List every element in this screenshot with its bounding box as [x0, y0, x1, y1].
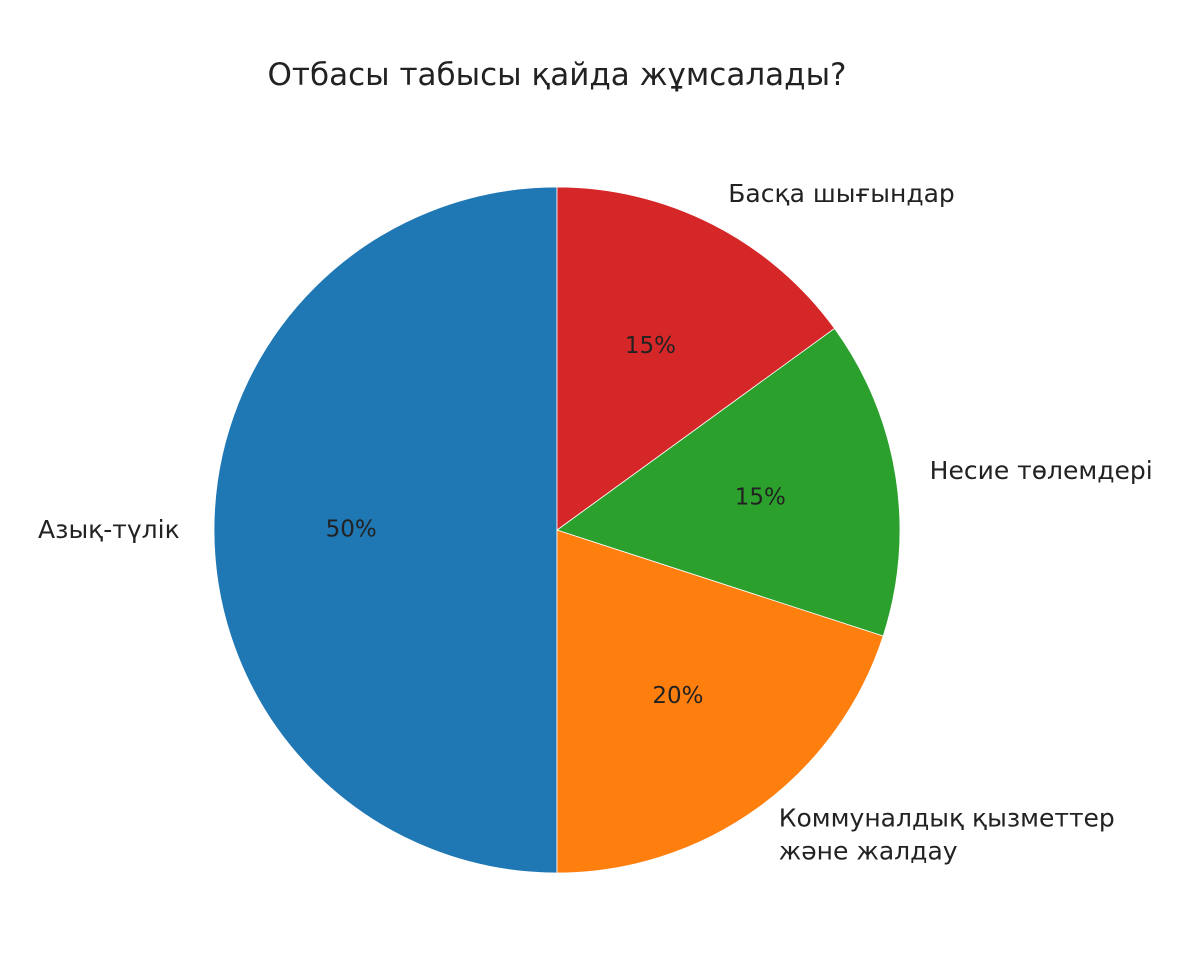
pie-slice: [556, 327, 901, 637]
pct-label: 20%: [652, 683, 703, 709]
chart-title: Отбасы табысы қайда жұмсалады?: [267, 57, 847, 93]
slice-label: Несие төлемдері: [929, 455, 1153, 485]
slice-label: Коммуналдық қызметтер және жалдау: [778, 803, 1115, 866]
pie-slice: [556, 186, 836, 531]
pct-label: 15%: [735, 484, 786, 510]
pct-label: 15%: [625, 333, 676, 359]
slice-label: Азық-түлік: [38, 514, 180, 544]
pie-slice: [213, 186, 558, 874]
pie-slice: [556, 529, 884, 874]
pct-label: 50%: [326, 517, 377, 543]
slice-label: Басқа шығындар: [728, 178, 955, 208]
